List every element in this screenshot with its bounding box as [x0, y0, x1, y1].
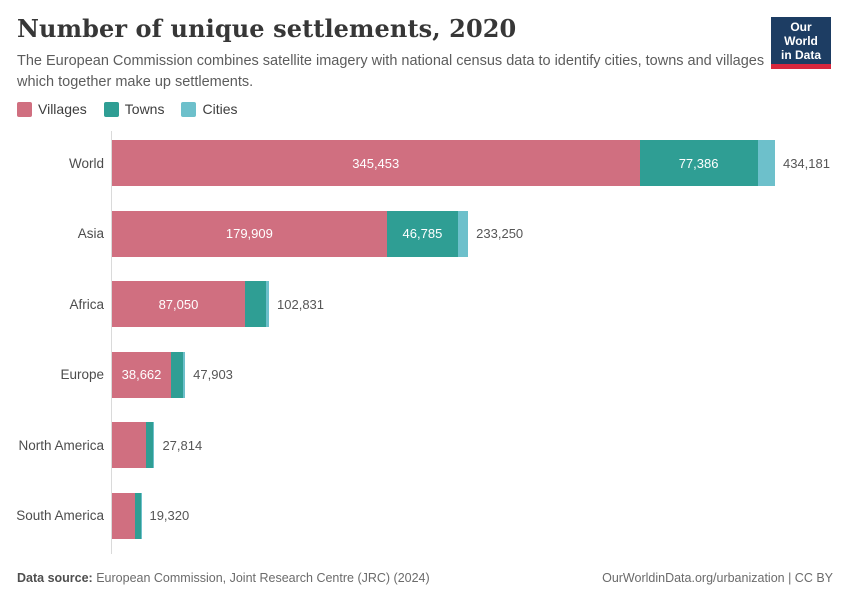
bar-track: 179,909 46,785 233,250: [112, 210, 524, 257]
bar-track: 87,050 102,831: [112, 281, 325, 328]
page-title: Number of unique settlements, 2020: [17, 14, 517, 43]
bar-row-africa: Africa 87,050 102,831: [0, 281, 850, 328]
bar-segment-villages[interactable]: 38,662: [112, 351, 172, 398]
data-source-note: Data source: European Commission, Joint …: [17, 571, 430, 585]
legend-label: Villages: [38, 101, 87, 117]
bar-row-north-america: North America 27,814: [0, 422, 850, 469]
owid-logo-line1: Our World: [784, 20, 818, 48]
segment-value-label: 179,909: [225, 226, 273, 242]
bar-track: 19,320: [112, 492, 190, 539]
legend: Villages Towns Cities: [17, 101, 254, 117]
cities-swatch-icon: [181, 101, 197, 117]
bar-track: 27,814: [112, 422, 203, 469]
footer-license-link[interactable]: OurWorldinData.org/urbanization | CC BY: [602, 571, 833, 585]
bar-segment-towns[interactable]: [244, 281, 267, 328]
category-label: World: [68, 155, 104, 171]
segment-value-label: 77,386: [678, 155, 719, 171]
bar-segment-villages[interactable]: [112, 492, 135, 539]
category-label: Asia: [77, 226, 104, 242]
segment-value-label: 87,050: [158, 296, 199, 312]
legend-label: Cities: [202, 101, 238, 117]
bar-rows: World 345,453 77,386 434,181 Asia 179,909 4…: [0, 140, 850, 539]
segment-value-label: 38,662: [121, 367, 162, 383]
category-label: South America: [16, 508, 104, 524]
total-value-label: 47,903: [193, 367, 233, 383]
category-label: North America: [18, 437, 104, 453]
bar-row-world: World 345,453 77,386 434,181: [0, 140, 850, 186]
bar-track: 345,453 77,386 434,181: [112, 140, 830, 186]
category-label: Africa: [69, 296, 104, 312]
segment-value-label: 46,785: [402, 226, 443, 242]
total-value-label: 102,831: [277, 296, 325, 312]
owid-logo[interactable]: Our World in Data: [771, 17, 831, 69]
bar-row-europe: Europe 38,662 47,903: [0, 351, 850, 398]
bar-track: 38,662 47,903: [112, 351, 233, 398]
bar-chart: World 345,453 77,386 434,181 Asia 179,909 4…: [0, 131, 850, 564]
towns-swatch-icon: [103, 101, 119, 117]
data-source-label: Data source:: [17, 571, 93, 585]
bar-segment-cities[interactable]: [140, 492, 142, 539]
total-value-label: 233,250: [476, 226, 524, 242]
bar-segment-towns[interactable]: 46,785: [386, 210, 459, 257]
bar-segment-cities[interactable]: [266, 281, 270, 328]
bar-segment-cities[interactable]: [153, 422, 155, 469]
data-source-text: European Commission, Joint Research Cent…: [92, 571, 430, 585]
bar-segment-cities[interactable]: [757, 140, 775, 186]
total-value-label: 27,814: [162, 437, 203, 453]
bar-segment-cities[interactable]: [183, 351, 186, 398]
bar-row-south-america: South America 19,320: [0, 492, 850, 539]
bar-segment-villages[interactable]: 345,453: [112, 140, 640, 186]
category-label: Europe: [60, 367, 104, 383]
bar-segment-towns[interactable]: 77,386: [639, 140, 758, 186]
bar-segment-villages[interactable]: 87,050: [112, 281, 245, 328]
villages-swatch-icon: [17, 101, 32, 117]
bar-segment-cities[interactable]: [458, 210, 469, 257]
bar-segment-villages[interactable]: 179,909: [112, 210, 387, 257]
total-value-label: 19,320: [149, 508, 190, 524]
bar-segment-villages[interactable]: [112, 422, 146, 469]
legend-item-cities[interactable]: Cities: [181, 101, 237, 117]
bar-row-asia: Asia 179,909 46,785 233,250: [0, 210, 850, 257]
owid-logo-line2: in Data: [780, 48, 821, 62]
legend-label: Towns: [124, 101, 165, 117]
legend-item-villages[interactable]: Villages: [17, 101, 87, 117]
bar-segment-towns[interactable]: [171, 351, 184, 398]
total-value-label: 434,181: [782, 155, 830, 171]
bar-segment-towns[interactable]: [146, 422, 154, 469]
chart-subtitle: The European Commission combines satelli…: [17, 53, 765, 90]
y-axis-line: [111, 131, 112, 554]
segment-value-label: 345,453: [352, 155, 400, 171]
footer: Data source: European Commission, Joint …: [17, 571, 833, 585]
bar-segment-towns[interactable]: [134, 492, 141, 539]
legend-item-towns[interactable]: Towns: [103, 101, 165, 117]
